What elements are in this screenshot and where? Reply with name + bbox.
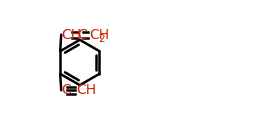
Text: C: C — [78, 28, 87, 42]
Text: C: C — [61, 83, 71, 97]
Text: CH: CH — [61, 28, 81, 42]
Text: 2: 2 — [99, 34, 105, 44]
Text: CH: CH — [76, 83, 96, 97]
Text: CH: CH — [89, 28, 109, 42]
